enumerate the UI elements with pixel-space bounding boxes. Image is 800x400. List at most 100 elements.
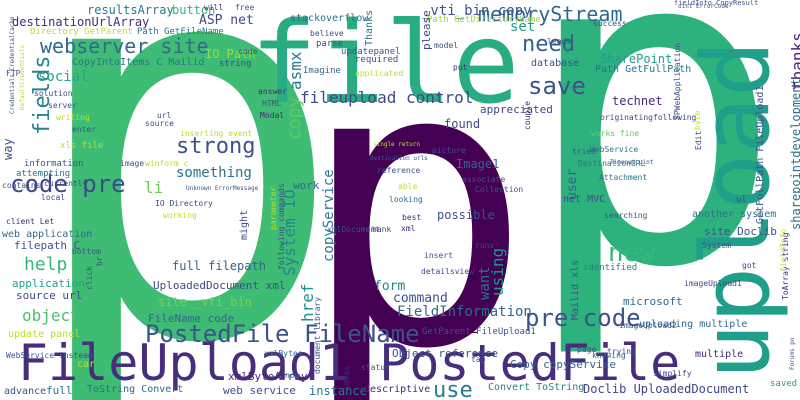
cloud-word: set (510, 19, 536, 35)
cloud-word: identified (583, 263, 638, 273)
cloud-word: need (522, 32, 575, 57)
cloud-word: best (402, 213, 422, 222)
cloud-word: currently (44, 179, 88, 188)
cloud-word: destination urls (370, 155, 428, 162)
cloud-word: FileUpload1 PostedFile (18, 334, 681, 392)
cloud-word: memoryStream (478, 2, 623, 26)
cloud-word: appreciated (480, 103, 553, 116)
cloud-word: advance (4, 386, 47, 397)
cloud-word: working (163, 211, 197, 220)
cloud-word: status (361, 363, 390, 372)
cloud-word: update panel (8, 329, 81, 340)
cloud-word: inserting event (180, 129, 253, 138)
cloud-word: copyService (321, 169, 337, 262)
cloud-word: FTP (6, 69, 21, 78)
cloud-word: code (238, 47, 258, 56)
cloud-word: form (374, 279, 406, 294)
cloud-word: url (157, 111, 172, 120)
cloud-word: looking (389, 195, 423, 204)
cloud-word: possible (437, 208, 495, 222)
cloud-word: webserver site (40, 34, 209, 58)
cloud-word: sharepointdevelopment (789, 78, 800, 230)
cloud-word: attempting (16, 169, 71, 179)
cloud-word: System (702, 241, 731, 250)
cloud-word: might (239, 209, 250, 240)
cloud-word: single return (373, 141, 420, 148)
cloud-word: Modal (260, 111, 285, 120)
cloud-word: Convert ToString (488, 382, 585, 393)
cloud-word: Mailid xls (570, 259, 581, 320)
cloud-word: web application (2, 229, 93, 240)
cloud-word: please (420, 10, 433, 50)
cloud-word: detailsview (421, 267, 474, 276)
cloud-word: applicated (355, 69, 404, 78)
cloud-word: will (204, 3, 224, 12)
cloud-word: document library (313, 296, 322, 374)
cloud-word: p (520, 0, 785, 364)
cloud-word: knowing (592, 351, 626, 360)
cloud-word: WebService (590, 145, 639, 154)
cloud-word: FieldInformation (397, 304, 532, 320)
cloud-word: parse (316, 39, 344, 49)
cloud-word: Timeout uint (610, 159, 654, 166)
cloud-word: searching (604, 211, 648, 220)
cloud-word: Thanks (364, 9, 375, 46)
cloud-word: use (433, 378, 473, 400)
cloud-word: descriptive (364, 384, 431, 395)
cloud-word: leads (547, 37, 572, 46)
cloud-word: server (48, 101, 77, 110)
cloud-word: full filepath (172, 259, 266, 273)
cloud-word: hank (372, 225, 392, 234)
cloud-word: enter (72, 125, 97, 134)
cloud-word: contains (2, 181, 41, 190)
cloud-word: believe (310, 29, 344, 38)
cloud-word: car (77, 359, 96, 370)
cloud-word: simplify (653, 369, 692, 378)
cloud-word: Copy copyService (510, 358, 616, 371)
cloud-word: bottom (72, 247, 101, 256)
cloud-word: found (444, 117, 481, 131)
cloud-word: net MVC (563, 194, 606, 205)
cloud-word: uint ErrorCode (678, 3, 729, 10)
cloud-word: free (235, 3, 255, 12)
cloud-word: trying (607, 347, 636, 356)
cloud-word: parameter (269, 186, 278, 230)
cloud-word: Edit (694, 130, 703, 150)
cloud-word: li (144, 178, 164, 197)
cloud-word: microsoft (623, 295, 683, 308)
cloud-word: file (250, 0, 520, 129)
cloud-word: object (22, 306, 80, 325)
cloud-word: uploading multiple (639, 319, 748, 330)
cloud-word: byte (693, 110, 702, 130)
cloud-word: winform c (145, 159, 189, 168)
cloud-word: originating (600, 113, 653, 122)
cloud-word: Directory GetParent (30, 27, 133, 37)
cloud-word: work (293, 179, 320, 192)
cloud-word: multiple (695, 349, 744, 360)
cloud-word: site Doclib (704, 225, 777, 238)
cloud-word: UploadedDocument xml (153, 279, 286, 292)
cloud-word: now (285, 371, 300, 380)
cloud-word: picture (432, 146, 466, 155)
cloud-word: couple (523, 101, 532, 130)
cloud-word: destinationUrlArray (12, 15, 150, 29)
cloud-word: source (145, 119, 174, 128)
cloud-word: writing (56, 113, 90, 122)
cloud-word: WebService instead (6, 351, 93, 360)
cloud-word: Attachment (599, 173, 648, 182)
cloud-word: stackoverflow (290, 13, 369, 24)
cloud-word: success (593, 19, 627, 28)
cloud-word: code pre (10, 170, 126, 198)
cloud-word: want (477, 266, 493, 300)
cloud-word: fieldInfo (779, 228, 788, 272)
cloud-word: Object reference (392, 347, 498, 360)
cloud-word: DestinationURL (578, 159, 646, 168)
cloud-word: Unknown ErrorMessage (186, 185, 259, 192)
cloud-word: fileupload control (300, 88, 474, 107)
cloud-word: model (434, 41, 459, 50)
cloud-word: able (398, 182, 418, 191)
cloud-word: imageUpload2 (619, 321, 677, 330)
cloud-word: filepath C (14, 239, 81, 252)
cloud-word: xmlDocument (327, 225, 380, 234)
